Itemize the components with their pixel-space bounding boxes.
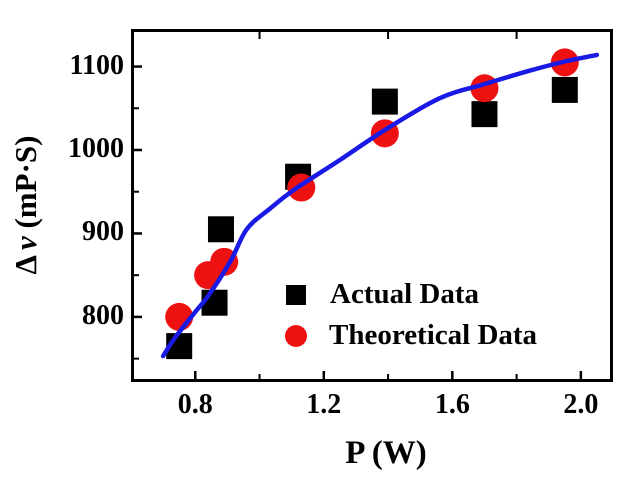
fit-curve	[160, 52, 600, 359]
legend-label-theoretical: Theoretical Data	[329, 319, 538, 351]
legend-circle-marker-icon	[285, 324, 307, 347]
plot-frame	[131, 29, 613, 382]
actual-data-point	[371, 88, 398, 115]
y-tick-label: 1000	[68, 133, 124, 164]
legend: Actual Data Theoretical Data	[282, 274, 537, 356]
y-axis-title-delta: Δ	[8, 255, 43, 275]
actual-data-point	[471, 101, 498, 128]
x-tick-label: 1.2	[306, 389, 342, 420]
x-tick-label: 1.6	[434, 389, 470, 420]
actual-data-point	[551, 76, 578, 103]
theoretical-data-point	[210, 247, 239, 276]
legend-item-actual: Actual Data	[282, 274, 537, 315]
actual-data-point	[207, 216, 234, 243]
x-tick-label: 2.0	[563, 389, 599, 420]
y-tick-label: 800	[82, 299, 124, 331]
legend-square-marker-icon	[286, 284, 306, 305]
x-tick-label: 0.8	[177, 389, 213, 420]
y-tick-label: 900	[82, 216, 124, 248]
x-axis-title: P (W)	[345, 435, 427, 471]
y-tick-label: 1100	[69, 49, 124, 81]
legend-label-actual: Actual Data	[330, 278, 480, 310]
legend-item-theoretical: Theoretical Data	[282, 315, 537, 356]
